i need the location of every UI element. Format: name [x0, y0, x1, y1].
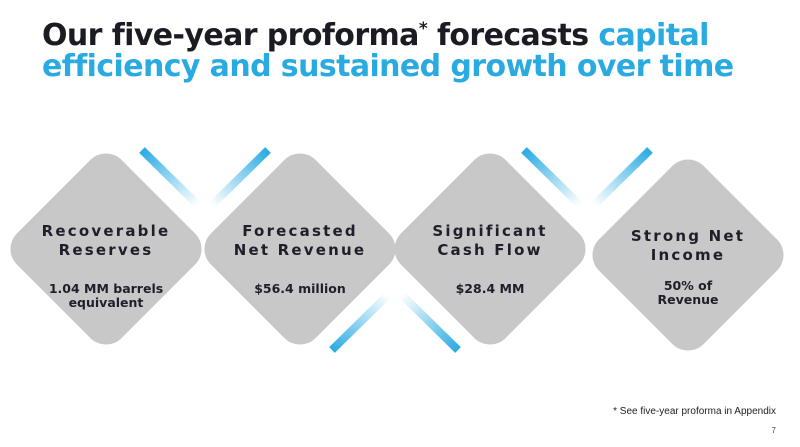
- page-number: 7: [771, 426, 776, 435]
- card-3-text: Significant Cash Flow $28.4 MM: [400, 222, 580, 296]
- card-4-value-line1: 50% of: [663, 278, 713, 293]
- card-3-value-line1: $28.4 MM: [455, 281, 525, 296]
- title-part1: Our five-year proforma: [42, 18, 419, 53]
- top-chevron-left: [139, 147, 271, 208]
- card-4-text: Strong Net Income 50% of Revenue: [598, 227, 778, 307]
- card-4-title-line2: Income: [650, 246, 726, 264]
- card-1-value-line2: equivalent: [68, 295, 144, 310]
- slide-title: Our five-year proforma* forecasts capita…: [42, 20, 782, 82]
- card-1-title-line1: Recoverable: [41, 222, 171, 240]
- card-1-value-line1: 1.04 MM barrels: [48, 281, 164, 296]
- footnote: * See five-year proforma in Appendix: [613, 406, 776, 417]
- card-2-title-line2: Net Revenue: [233, 241, 367, 259]
- card-2-value-line1: $56.4 million: [254, 281, 346, 296]
- title-part2: forecasts: [427, 18, 599, 53]
- card-2-title-line1: Forecasted: [242, 222, 358, 240]
- card-1-title-line2: Reserves: [58, 241, 154, 259]
- title-accent: capital efficiency and sustained growth …: [42, 18, 734, 84]
- top-chevron-right: [521, 147, 653, 208]
- card-2-text: Forecasted Net Revenue $56.4 million: [210, 222, 390, 296]
- bottom-chevron: [329, 292, 461, 353]
- card-3-title-line2: Cash Flow: [437, 241, 543, 259]
- card-3-title-line1: Significant: [432, 222, 548, 240]
- card-1-text: Recoverable Reserves 1.04 MM barrels equ…: [16, 222, 196, 310]
- card-4-title-line1: Strong Net: [630, 227, 746, 245]
- title-asterisk: *: [418, 19, 428, 39]
- card-4-value-line2: Revenue: [657, 292, 719, 307]
